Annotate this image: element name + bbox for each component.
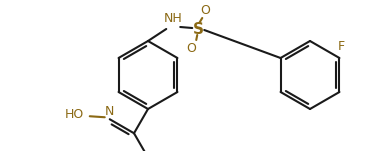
Text: O: O: [186, 42, 196, 55]
Text: F: F: [338, 40, 345, 53]
Text: O: O: [200, 3, 210, 16]
Text: S: S: [193, 21, 204, 37]
Text: HO: HO: [65, 108, 84, 121]
Text: N: N: [105, 105, 115, 118]
Text: NH: NH: [164, 12, 183, 25]
